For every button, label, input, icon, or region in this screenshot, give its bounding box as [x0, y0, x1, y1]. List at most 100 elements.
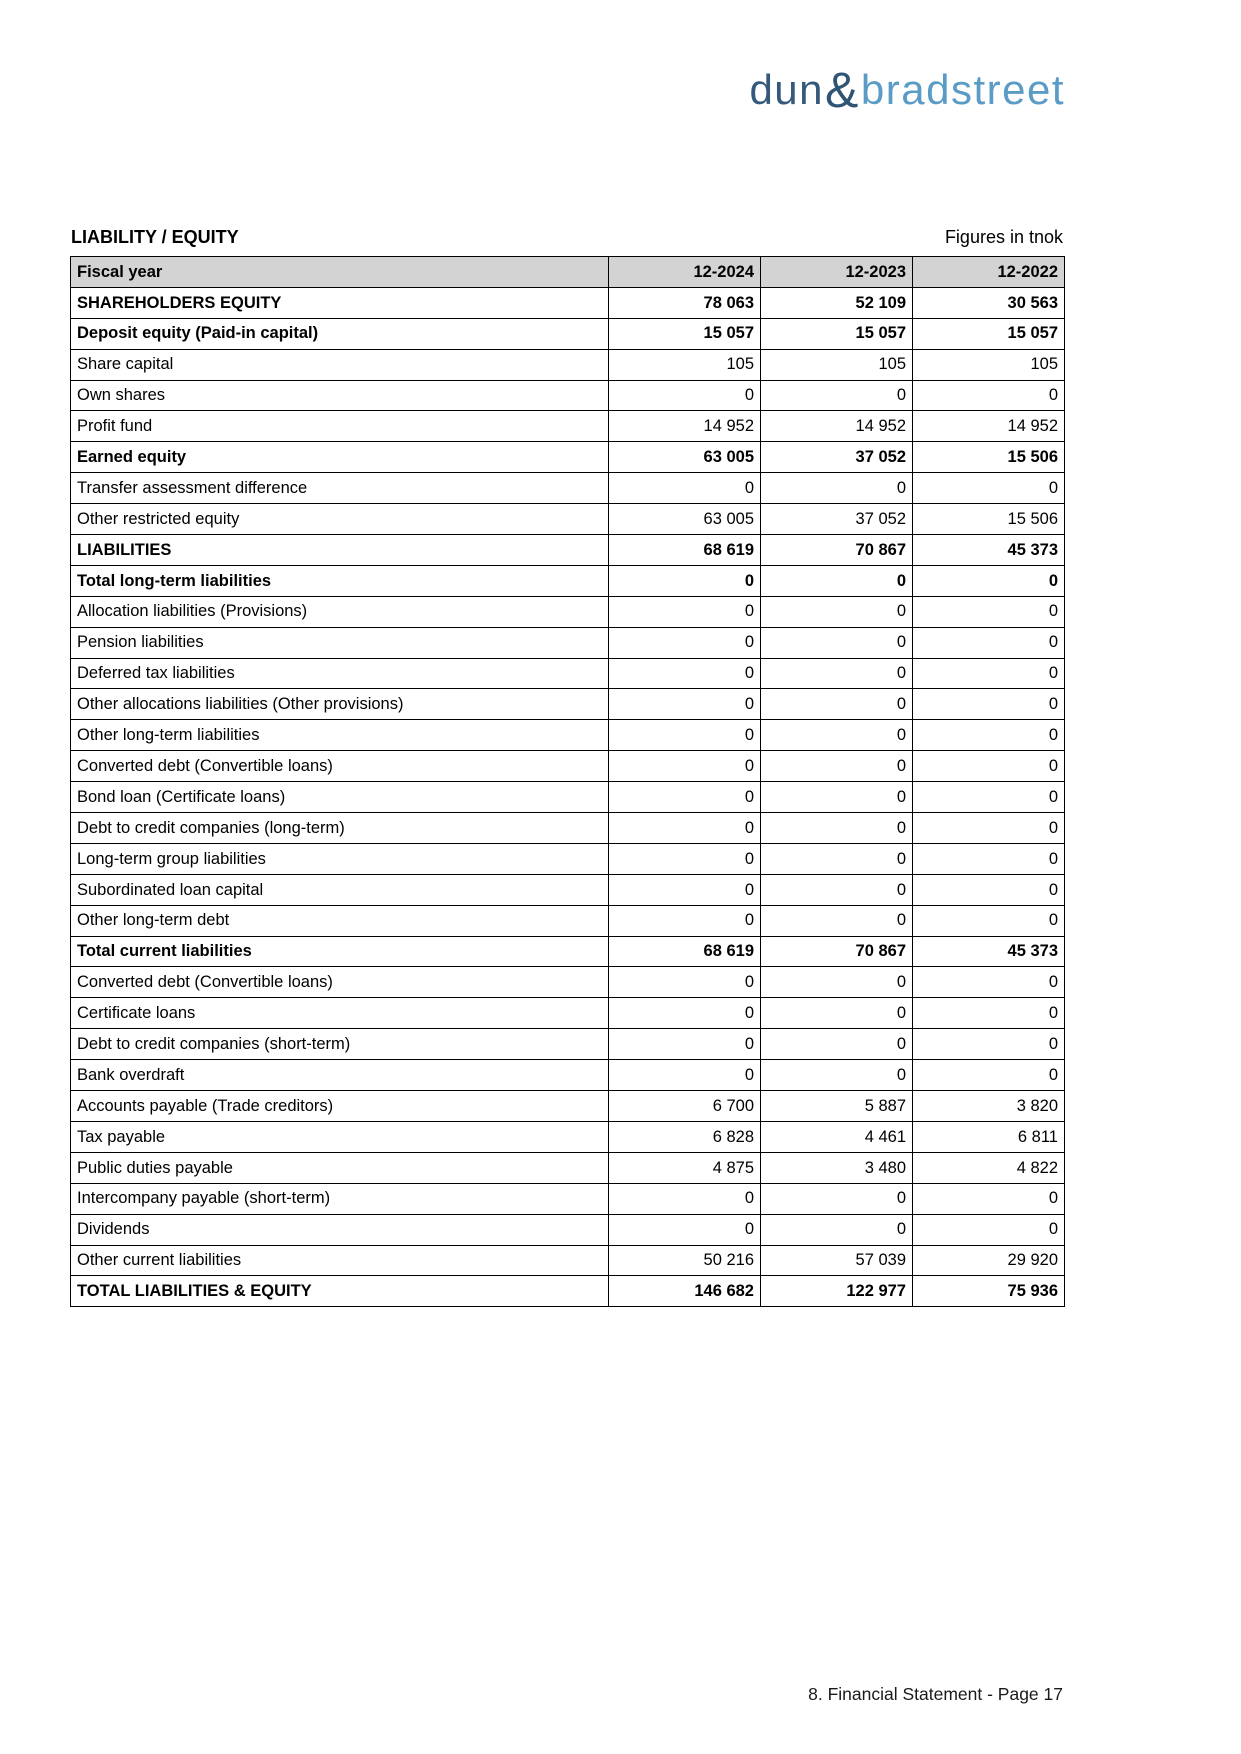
row-label: Transfer assessment difference: [70, 472, 609, 505]
row-value: 0: [760, 966, 913, 999]
row-value: 6 700: [608, 1090, 761, 1122]
row-label: Share capital: [70, 348, 609, 381]
table-row: Long-term group liabilities 0 0 0: [70, 842, 1065, 875]
row-value: 0: [760, 379, 913, 412]
table-row: Converted debt (Convertible loans) 0 0 0: [70, 750, 1065, 783]
row-value: 0: [608, 842, 761, 875]
table-row: Public duties payable 4 875 3 480 4 822: [70, 1151, 1065, 1184]
table-row: Tax payable 6 828 4 461 6 811: [70, 1120, 1065, 1153]
row-value: 0: [760, 564, 913, 597]
row-value: 0: [608, 595, 761, 628]
dun-bradstreet-logo: dun&bradstreet: [749, 62, 1065, 115]
page-footer: 8. Financial Statement - Page 17: [808, 1684, 1063, 1704]
row-label: Accounts payable (Trade creditors): [70, 1090, 609, 1122]
row-label: Own shares: [70, 379, 609, 412]
row-value: 0: [912, 1213, 1065, 1246]
logo-dun-text: dun: [749, 66, 825, 113]
row-value: 0: [760, 873, 913, 906]
row-value: 0: [760, 750, 913, 783]
row-value: 0: [608, 1182, 761, 1215]
row-label: Converted debt (Convertible loans): [70, 750, 609, 783]
row-value: 0: [608, 657, 761, 690]
row-value: 45 373: [912, 534, 1065, 566]
table-row: Debt to credit companies (short-term) 0 0 0: [70, 1028, 1065, 1061]
row-value: 105: [760, 348, 913, 381]
row-value: 0: [760, 997, 913, 1030]
row-label: Deposit equity (Paid-in capital): [70, 317, 609, 350]
row-value: 0: [760, 688, 913, 721]
row-value: 0: [760, 719, 913, 752]
row-label: SHAREHOLDERS EQUITY: [70, 286, 609, 319]
row-value: 0: [760, 1028, 913, 1061]
row-value: 0: [912, 472, 1065, 505]
row-value: 0: [912, 1182, 1065, 1215]
row-value: 3 820: [912, 1090, 1065, 1122]
row-value: 63 005: [608, 503, 761, 536]
logo-ampersand-icon: &: [825, 62, 860, 118]
row-label: Other restricted equity: [70, 503, 609, 536]
row-label: Subordinated loan capital: [70, 873, 609, 906]
row-value: 0: [760, 781, 913, 814]
row-label: Converted debt (Convertible loans): [70, 966, 609, 999]
table-header-row: Fiscal year 12-2024 12-2023 12-2022: [70, 256, 1065, 288]
row-value: 0: [912, 997, 1065, 1030]
table-row: LIABILITIES 68 619 70 867 45 373: [70, 534, 1065, 566]
table-row: TOTAL LIABILITIES & EQUITY 146 682 122 977…: [70, 1275, 1065, 1308]
row-label: TOTAL LIABILITIES & EQUITY: [70, 1275, 609, 1308]
row-value: 0: [608, 873, 761, 906]
row-value: 0: [760, 626, 913, 659]
row-value: 68 619: [608, 534, 761, 566]
row-label: Bank overdraft: [70, 1059, 609, 1092]
year-header-2022: 12-2022: [912, 256, 1065, 288]
table-row: SHAREHOLDERS EQUITY 78 063 52 109 30 563: [70, 286, 1065, 319]
row-value: 30 563: [912, 286, 1065, 319]
row-value: 15 506: [912, 441, 1065, 474]
row-value: 0: [608, 564, 761, 597]
row-value: 0: [912, 781, 1065, 814]
row-label: Allocation liabilities (Provisions): [70, 595, 609, 628]
row-value: 0: [760, 472, 913, 505]
year-header-2024: 12-2024: [608, 256, 761, 288]
table-row: Pension liabilities 0 0 0: [70, 626, 1065, 659]
row-value: 0: [608, 750, 761, 783]
row-value: 6 811: [912, 1120, 1065, 1153]
row-value: 14 952: [760, 410, 913, 443]
row-value: 0: [608, 379, 761, 412]
row-value: 0: [608, 781, 761, 814]
row-value: 105: [912, 348, 1065, 381]
row-value: 0: [760, 595, 913, 628]
row-value: 15 057: [608, 317, 761, 350]
table-row: Transfer assessment difference 0 0 0: [70, 472, 1065, 505]
row-value: 0: [912, 564, 1065, 597]
row-value: 4 461: [760, 1120, 913, 1153]
row-value: 14 952: [912, 410, 1065, 443]
row-label: Total current liabilities: [70, 935, 609, 968]
row-label: Earned equity: [70, 441, 609, 474]
row-value: 6 828: [608, 1120, 761, 1153]
row-value: 0: [912, 379, 1065, 412]
row-value: 0: [912, 966, 1065, 999]
row-value: 68 619: [608, 935, 761, 968]
row-label: Public duties payable: [70, 1151, 609, 1184]
table-row: Subordinated loan capital 0 0 0: [70, 873, 1065, 906]
table-row: Other long-term liabilities 0 0 0: [70, 719, 1065, 752]
table-row: Total current liabilities 68 619 70 867 45 …: [70, 935, 1065, 968]
table-row: Bank overdraft 0 0 0: [70, 1059, 1065, 1092]
row-label: Deferred tax liabilities: [70, 657, 609, 690]
row-value: 0: [608, 472, 761, 505]
row-label: Tax payable: [70, 1120, 609, 1153]
row-value: 75 936: [912, 1275, 1065, 1308]
row-value: 0: [912, 873, 1065, 906]
row-value: 0: [912, 719, 1065, 752]
row-value: 37 052: [760, 441, 913, 474]
logo-bradstreet-text: bradstreet: [860, 66, 1065, 113]
row-value: 57 039: [760, 1244, 913, 1277]
row-value: 29 920: [912, 1244, 1065, 1277]
row-label: Debt to credit companies (long-term): [70, 812, 609, 844]
table-row: Converted debt (Convertible loans) 0 0 0: [70, 966, 1065, 999]
table-row: Deferred tax liabilities 0 0 0: [70, 657, 1065, 690]
row-value: 4 875: [608, 1151, 761, 1184]
row-value: 0: [912, 750, 1065, 783]
liability-equity-table: Fiscal year 12-2024 12-2023 12-2022 SHAR…: [70, 256, 1065, 1308]
row-value: 52 109: [760, 286, 913, 319]
